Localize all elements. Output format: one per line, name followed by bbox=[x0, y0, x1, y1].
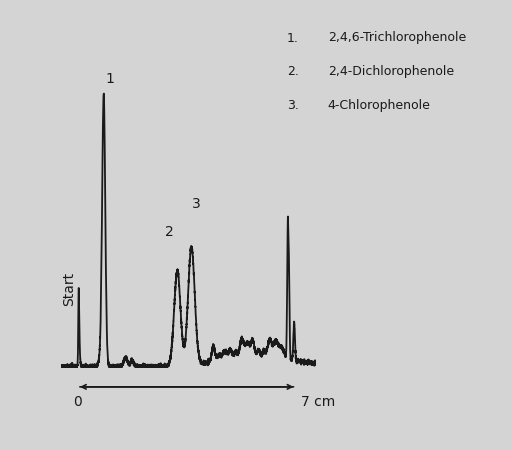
Text: 3.: 3. bbox=[287, 99, 298, 112]
Text: 2.: 2. bbox=[287, 65, 298, 78]
Text: 1: 1 bbox=[105, 72, 114, 86]
Text: 2,4,6-Trichlorophenole: 2,4,6-Trichlorophenole bbox=[328, 32, 466, 45]
Text: 2,4-Dichlorophenole: 2,4-Dichlorophenole bbox=[328, 65, 454, 78]
Text: 1.: 1. bbox=[287, 32, 298, 45]
Text: 3: 3 bbox=[193, 198, 201, 212]
Text: 4-Chlorophenole: 4-Chlorophenole bbox=[328, 99, 431, 112]
Text: 2: 2 bbox=[165, 225, 174, 239]
Text: 7 cm: 7 cm bbox=[301, 395, 335, 409]
Text: Start: Start bbox=[62, 272, 76, 306]
Text: 0: 0 bbox=[73, 395, 81, 409]
